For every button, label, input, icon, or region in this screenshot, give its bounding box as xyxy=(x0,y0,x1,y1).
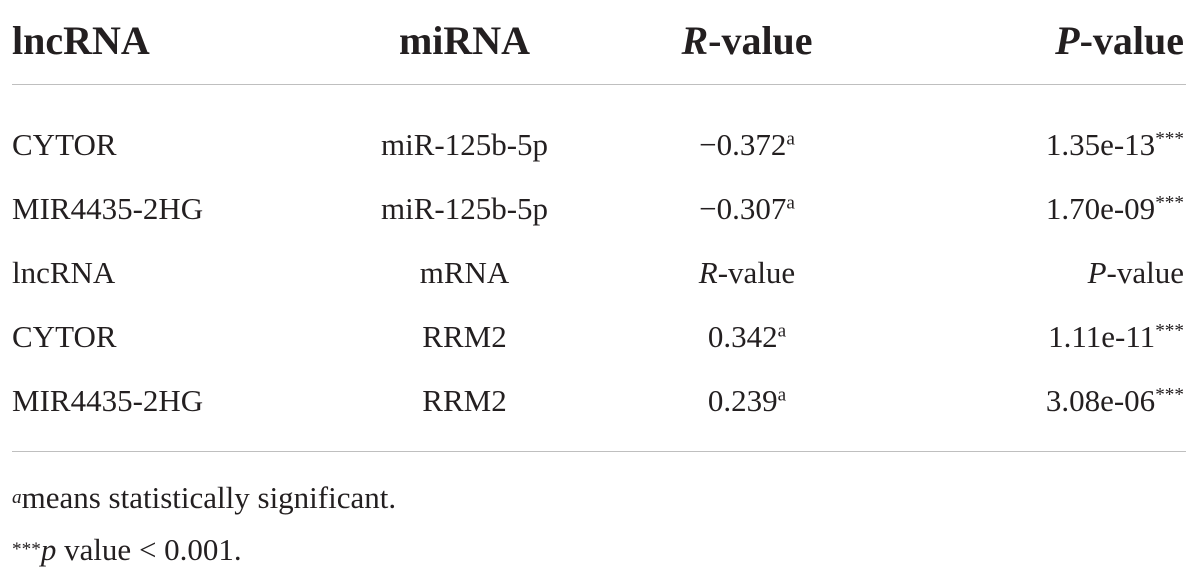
r-value-number: −0.307 xyxy=(699,191,787,226)
cell-r-value: −0.372a xyxy=(607,127,887,163)
table-footnotes: a means statistically significant. *** p v… xyxy=(12,472,1186,576)
subheader-lncrna: lncRNA xyxy=(12,255,116,290)
p-value-number: 1.11e-11 xyxy=(1048,319,1156,354)
table-row: MIR4435-2HG miR-125b-5p −0.307a 1.70e-09… xyxy=(12,177,1186,241)
header-divider xyxy=(12,84,1186,85)
p-value-footnote-mark: *** xyxy=(1155,320,1184,342)
cell-lncrna: MIR4435-2HG xyxy=(12,383,204,418)
p-value-number: 1.70e-09 xyxy=(1045,191,1156,226)
subheader-mrna: mRNA xyxy=(419,255,510,290)
p-value-number: 3.08e-06 xyxy=(1045,383,1156,418)
r-value-footnote-mark: a xyxy=(786,192,795,214)
p-value-footnote-mark: *** xyxy=(1155,192,1184,214)
table-subheader-row: lncRNA mRNA R-value P-value xyxy=(12,241,1186,305)
p-value-footnote-mark: *** xyxy=(1155,128,1184,150)
footnote-p-letter: p xyxy=(40,532,57,567)
footnote-a-text: means statistically significant. xyxy=(21,480,397,515)
table-row: CYTOR miR-125b-5p −0.372a 1.35e-13*** xyxy=(12,113,1186,177)
subheader-p-value: P-value xyxy=(887,255,1186,291)
p-value-number: 1.35e-13 xyxy=(1045,127,1156,162)
cell-lncrna: CYTOR xyxy=(12,127,117,162)
r-value-number: 0.239 xyxy=(707,383,778,418)
header-r-value: R-value xyxy=(607,17,887,64)
cell-mrna: RRM2 xyxy=(422,383,507,418)
cell-p-value: 1.11e-11*** xyxy=(887,319,1186,355)
cell-p-value: 1.35e-13*** xyxy=(887,127,1186,163)
subheader-r-value: R-value xyxy=(607,255,887,291)
subheader-r-letter: R xyxy=(698,255,718,290)
header-p-suffix: -value xyxy=(1079,17,1184,63)
table-row: CYTOR RRM2 0.342a 1.11e-11*** xyxy=(12,305,1186,369)
cell-lncrna: CYTOR xyxy=(12,319,117,354)
cell-p-value: 1.70e-09*** xyxy=(887,191,1186,227)
header-mirna: miRNA xyxy=(398,17,531,63)
table-header-row: lncRNA miRNA R-value P-value xyxy=(12,0,1186,80)
correlation-table: lncRNA miRNA R-value P-value CYTOR miR-1… xyxy=(12,0,1186,576)
r-value-footnote-mark: a xyxy=(777,320,787,342)
cell-mirna: miR-125b-5p xyxy=(380,127,549,162)
r-value-number: −0.372 xyxy=(699,127,787,162)
cell-r-value: 0.239a xyxy=(607,383,887,419)
p-value-footnote-mark: *** xyxy=(1155,384,1184,406)
footnote-significance: a means statistically significant. xyxy=(12,480,397,515)
r-value-footnote-mark: a xyxy=(777,384,787,406)
table-row: MIR4435-2HG RRM2 0.239a 3.08e-06*** xyxy=(12,369,1186,433)
cell-r-value: 0.342a xyxy=(607,319,887,355)
header-p-value: P-value xyxy=(887,17,1186,64)
subheader-p-letter: P xyxy=(1087,255,1107,290)
footnote-p-threshold: *** p value < 0.001. xyxy=(12,532,242,567)
footnote-p-text: value < 0.001. xyxy=(56,532,242,567)
header-p-letter: P xyxy=(1055,17,1080,63)
r-value-number: 0.342 xyxy=(707,319,778,354)
header-lncrna: lncRNA xyxy=(12,17,150,63)
cell-r-value: −0.307a xyxy=(607,191,887,227)
footer-divider xyxy=(12,451,1186,452)
subheader-p-suffix: -value xyxy=(1106,255,1184,290)
cell-p-value: 3.08e-06*** xyxy=(887,383,1186,419)
cell-mirna: miR-125b-5p xyxy=(380,191,549,226)
r-value-footnote-mark: a xyxy=(786,128,795,150)
subheader-r-suffix: -value xyxy=(717,255,796,290)
header-r-letter: R xyxy=(681,17,709,63)
cell-lncrna: MIR4435-2HG xyxy=(12,191,204,226)
cell-mrna: RRM2 xyxy=(422,319,507,354)
header-r-suffix: -value xyxy=(708,17,813,63)
